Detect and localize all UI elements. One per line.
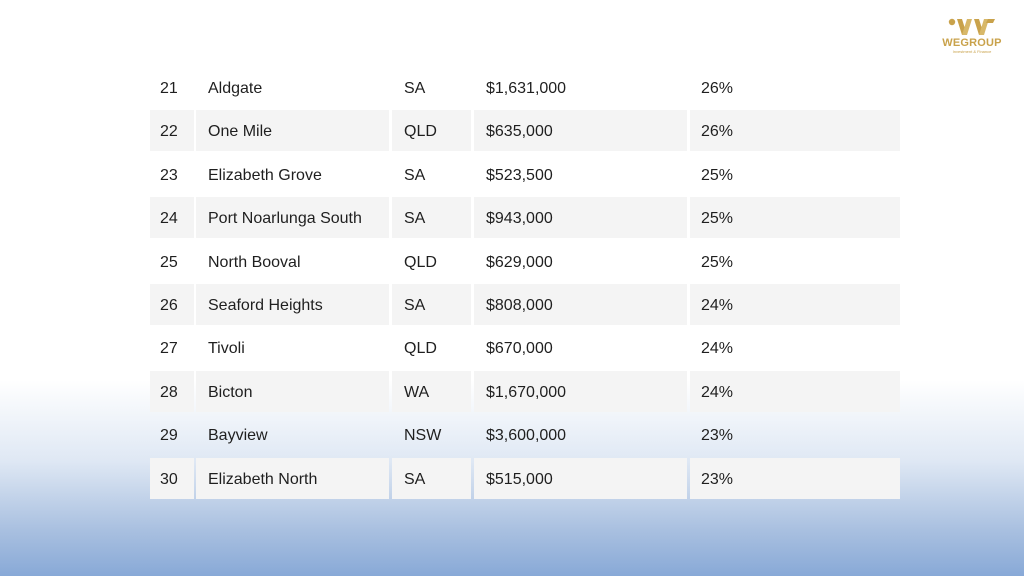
- rank-cell: 23: [160, 166, 178, 184]
- state-cell: SA: [392, 284, 471, 325]
- suburb-cell: Aldgate: [208, 80, 263, 97]
- price-cell: $523,500: [486, 166, 553, 184]
- suburb-cell: Seaford Heights: [196, 284, 389, 325]
- table-row: 22 One Mile QLD $635,000 26%: [150, 110, 900, 152]
- state-cell: QLD: [404, 253, 437, 271]
- table-row: 29 Bayview NSW $3,600,000 23%: [150, 414, 900, 455]
- price-cell: $670,000: [486, 340, 553, 358]
- growth-cell: 25%: [690, 197, 900, 239]
- growth-cell: 23%: [701, 427, 734, 445]
- price-cell: $3,600,000: [486, 427, 567, 445]
- state-cell: SA: [392, 457, 471, 499]
- wegroup-logo: WEGROUP Investment & Finance: [938, 18, 1006, 66]
- suburb-cell: Tivoli: [208, 340, 245, 358]
- rank-cell: 22: [150, 110, 194, 152]
- logo-tagline: Investment & Finance: [952, 49, 992, 54]
- table-row: 27 Tivoli QLD $670,000 24%: [150, 327, 900, 368]
- table-row: 24 Port Noarlunga South SA $943,000 25%: [150, 197, 900, 239]
- price-cell: $943,000: [474, 197, 687, 239]
- state-cell: SA: [404, 80, 426, 97]
- price-cell: $808,000: [474, 284, 687, 325]
- state-cell: QLD: [404, 340, 437, 358]
- table-row: 25 North Booval QLD $629,000 25%: [150, 241, 900, 282]
- table-row: 23 Elizabeth Grove SA $523,500 25%: [150, 154, 900, 195]
- price-cell: $515,000: [474, 457, 687, 499]
- state-cell: SA: [404, 166, 426, 184]
- growth-cell: 26%: [701, 80, 734, 97]
- state-cell: WA: [392, 370, 471, 412]
- suburb-cell: North Booval: [208, 253, 301, 271]
- suburb-cell: Bayview: [208, 427, 268, 445]
- growth-cell: 24%: [701, 340, 734, 358]
- growth-cell: 25%: [701, 253, 734, 271]
- growth-cell: 24%: [690, 370, 900, 412]
- suburb-cell: Elizabeth North: [196, 457, 389, 499]
- growth-cell: 24%: [690, 284, 900, 325]
- price-cell: $1,670,000: [474, 370, 687, 412]
- rank-cell: 25: [160, 253, 178, 271]
- suburb-cell: Bicton: [196, 370, 389, 412]
- rank-cell: 21: [160, 80, 178, 97]
- state-cell: SA: [392, 197, 471, 239]
- rank-cell: 26: [150, 284, 194, 325]
- price-cell: $635,000: [474, 110, 687, 152]
- table-row: 28 Bicton WA $1,670,000 24%: [150, 370, 900, 412]
- wegroup-logo-mark-icon: [948, 18, 995, 35]
- rank-cell: 28: [150, 370, 194, 412]
- rank-cell: 29: [160, 427, 178, 445]
- rank-cell: 24: [150, 197, 194, 239]
- suburb-cell: Port Noarlunga South: [196, 197, 389, 239]
- price-cell: $1,631,000: [486, 80, 567, 97]
- growth-cell: 23%: [690, 457, 900, 499]
- growth-cell: 26%: [690, 110, 900, 152]
- table-row: 30 Elizabeth North SA $515,000 23%: [150, 457, 900, 499]
- suburb-cell: Elizabeth Grove: [208, 166, 322, 184]
- suburb-cell: One Mile: [196, 110, 389, 152]
- table-row: 26 Seaford Heights SA $808,000 24%: [150, 284, 900, 325]
- state-cell: NSW: [404, 427, 442, 445]
- rank-cell: 27: [160, 340, 178, 358]
- logo-name: WEGROUP: [942, 37, 1002, 49]
- price-cell: $629,000: [486, 253, 553, 271]
- growth-cell: 25%: [701, 166, 734, 184]
- table-row: 21 Aldgate SA $1,631,000 26%: [150, 67, 900, 108]
- rank-cell: 30: [150, 457, 194, 499]
- state-cell: QLD: [392, 110, 471, 152]
